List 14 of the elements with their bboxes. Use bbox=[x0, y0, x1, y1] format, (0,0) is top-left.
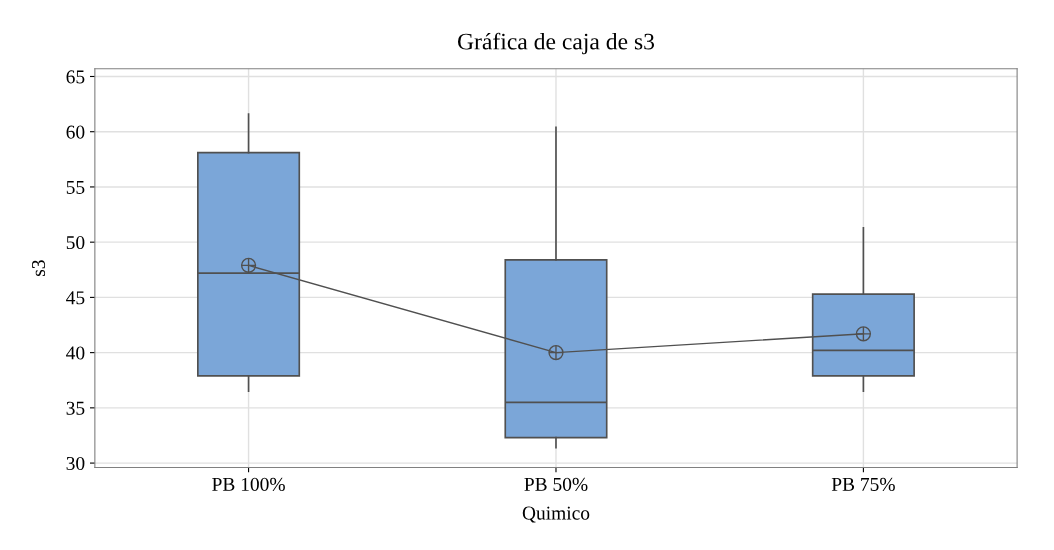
x-tick-label: PB 100% bbox=[212, 477, 285, 491]
y-tick-label: 40 bbox=[66, 346, 85, 360]
chart-title: Gráfica de caja de s3 bbox=[457, 32, 655, 55]
y-tick-label: 30 bbox=[66, 456, 85, 471]
y-tick-label: 65 bbox=[66, 70, 85, 84]
x-tick-label: PB 50% bbox=[524, 477, 588, 491]
x-axis-title: Quimico bbox=[522, 506, 590, 523]
y-tick-label: 55 bbox=[66, 180, 85, 194]
y-tick-label: 60 bbox=[66, 125, 85, 139]
y-tick-label: 50 bbox=[66, 235, 85, 250]
y-tick-label: 45 bbox=[66, 291, 85, 305]
y-axis-title: s3 bbox=[32, 260, 46, 276]
x-tick-label: PB 75% bbox=[831, 477, 895, 491]
y-tick-label: 35 bbox=[66, 401, 85, 415]
